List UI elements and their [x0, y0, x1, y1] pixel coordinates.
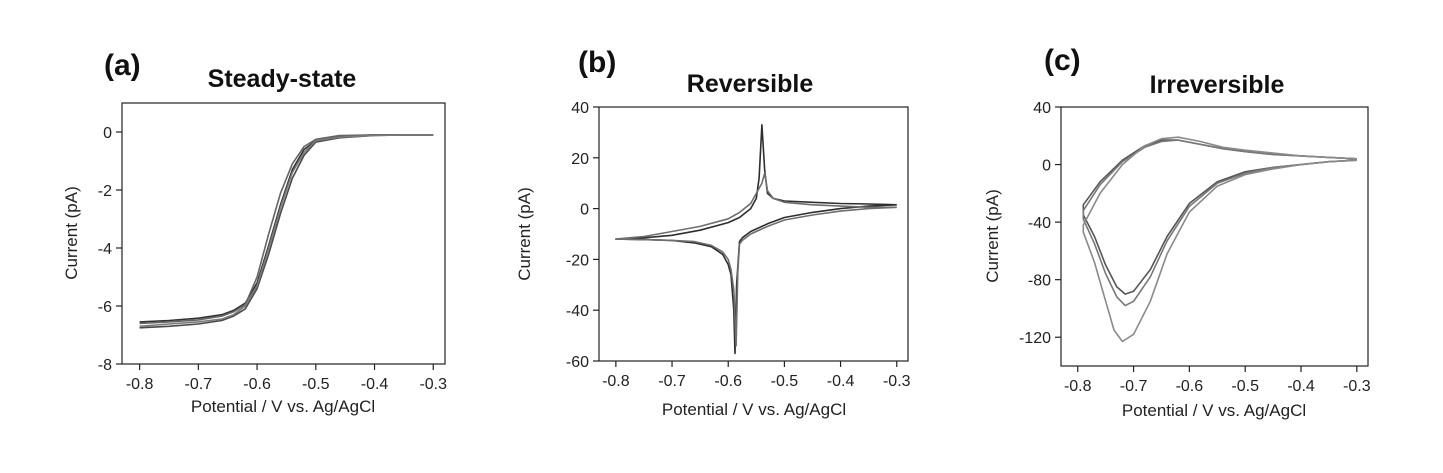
ticks-a: -0.8 -0.7 -0.6 -0.5 -0.4 -0.3 -8 -6 -4 -2 0	[98, 125, 447, 393]
plot-frame-b	[598, 106, 909, 362]
x-tick-label-b-3: -0.5	[771, 373, 799, 390]
series-line-a-2	[139, 134, 434, 329]
y-tick-label-b-3: 0	[580, 202, 589, 219]
y-tick-label-b-2: -20	[566, 252, 589, 269]
series-line-a-4	[139, 134, 434, 328]
plot-frame-c	[1060, 106, 1369, 367]
y-tick-label-b-0: -60	[566, 354, 589, 371]
x-tick-label-a-0: -0.8	[126, 376, 154, 393]
chart-panel-c: (c) Irreversible -0.8 -0.7 -0.6 -0.5 -0.4 -0.…	[983, 44, 1371, 420]
curves-b	[615, 124, 897, 355]
x-tick-label-a-1: -0.7	[185, 376, 213, 393]
y-tick-label-c-4: 40	[1033, 100, 1051, 117]
y-tick-label-c-2: -40	[1028, 215, 1051, 232]
series-line-c-3	[1082, 136, 1357, 343]
y-tick-label-b-4: 20	[571, 151, 589, 168]
y-tick-label-a-2: -4	[98, 241, 112, 258]
series-line-c-2	[1082, 139, 1357, 307]
y-axis-label-b: Current (pA)	[515, 187, 534, 281]
x-tick-label-b-5: -0.3	[883, 373, 911, 390]
y-tick-label-c-1: -80	[1028, 273, 1051, 290]
panel-letter-a: (a)	[104, 49, 141, 82]
x-tick-label-c-1: -0.7	[1120, 378, 1148, 395]
plot-frame-a	[121, 102, 446, 365]
y-axis-label-c: Current (pA)	[983, 189, 1002, 283]
x-tick-label-b-0: -0.8	[602, 373, 630, 390]
y-tick-label-a-4: 0	[103, 125, 112, 142]
chart-title-c: Irreversible	[1150, 71, 1285, 99]
y-tick-label-b-1: -40	[566, 303, 589, 320]
x-tick-label-a-3: -0.5	[302, 376, 330, 393]
x-tick-label-c-4: -0.4	[1287, 378, 1315, 395]
curves-c	[1082, 136, 1357, 343]
x-tick-label-a-2: -0.6	[243, 376, 271, 393]
y-axis-label-a: Current (pA)	[62, 186, 81, 280]
chart-panel-b: (b) Reversible -0.8 -0.7 -0.6 -0.5 -0.4 -0.3-…	[515, 46, 911, 419]
x-axis-label-c: Potential / V vs. Ag/AgCl	[1122, 401, 1306, 420]
x-tick-label-c-2: -0.6	[1176, 378, 1204, 395]
y-tick-label-c-3: 0	[1042, 158, 1051, 175]
x-tick-label-c-3: -0.5	[1231, 378, 1259, 395]
x-axis-label-b: Potential / V vs. Ag/AgCl	[662, 400, 846, 419]
x-tick-label-c-0: -0.8	[1064, 378, 1092, 395]
chart-title-a: Steady-state	[208, 65, 357, 93]
y-tick-label-b-5: 40	[571, 100, 589, 117]
x-tick-label-a-5: -0.3	[419, 376, 447, 393]
series-line-b-1	[615, 124, 897, 355]
panel-letter-c: (c)	[1044, 44, 1081, 77]
chart-panel-a: (a) Steady-state -0.8 -0.7 -0.6 -0.5 -0.4 -0.…	[62, 49, 447, 416]
x-tick-label-b-2: -0.6	[714, 373, 742, 390]
series-line-a-3	[139, 134, 434, 325]
y-tick-label-c-0: -120	[1019, 330, 1051, 347]
x-tick-label-c-5: -0.3	[1343, 378, 1371, 395]
x-tick-label-b-4: -0.4	[827, 373, 855, 390]
ticks-b: -0.8 -0.7 -0.6 -0.5 -0.4 -0.3 -60 -40 -20 0 20 40	[566, 100, 911, 390]
x-tick-label-b-1: -0.7	[658, 373, 686, 390]
series-line-a-1	[139, 134, 434, 323]
panel-letter-b: (b)	[578, 46, 616, 79]
chart-title-b: Reversible	[687, 70, 814, 98]
curves-a	[139, 134, 434, 329]
x-axis-label-a: Potential / V vs. Ag/AgCl	[191, 397, 375, 416]
x-tick-label-a-4: -0.4	[361, 376, 389, 393]
y-tick-label-a-3: -2	[98, 183, 112, 200]
series-line-b-2	[615, 172, 897, 347]
y-tick-label-a-1: -6	[98, 299, 112, 316]
ticks-c: -0.8 -0.7 -0.6 -0.5 -0.4 -0.3 -120 -80 -40 0 40	[1019, 100, 1371, 395]
y-tick-label-a-0: -8	[98, 357, 112, 374]
